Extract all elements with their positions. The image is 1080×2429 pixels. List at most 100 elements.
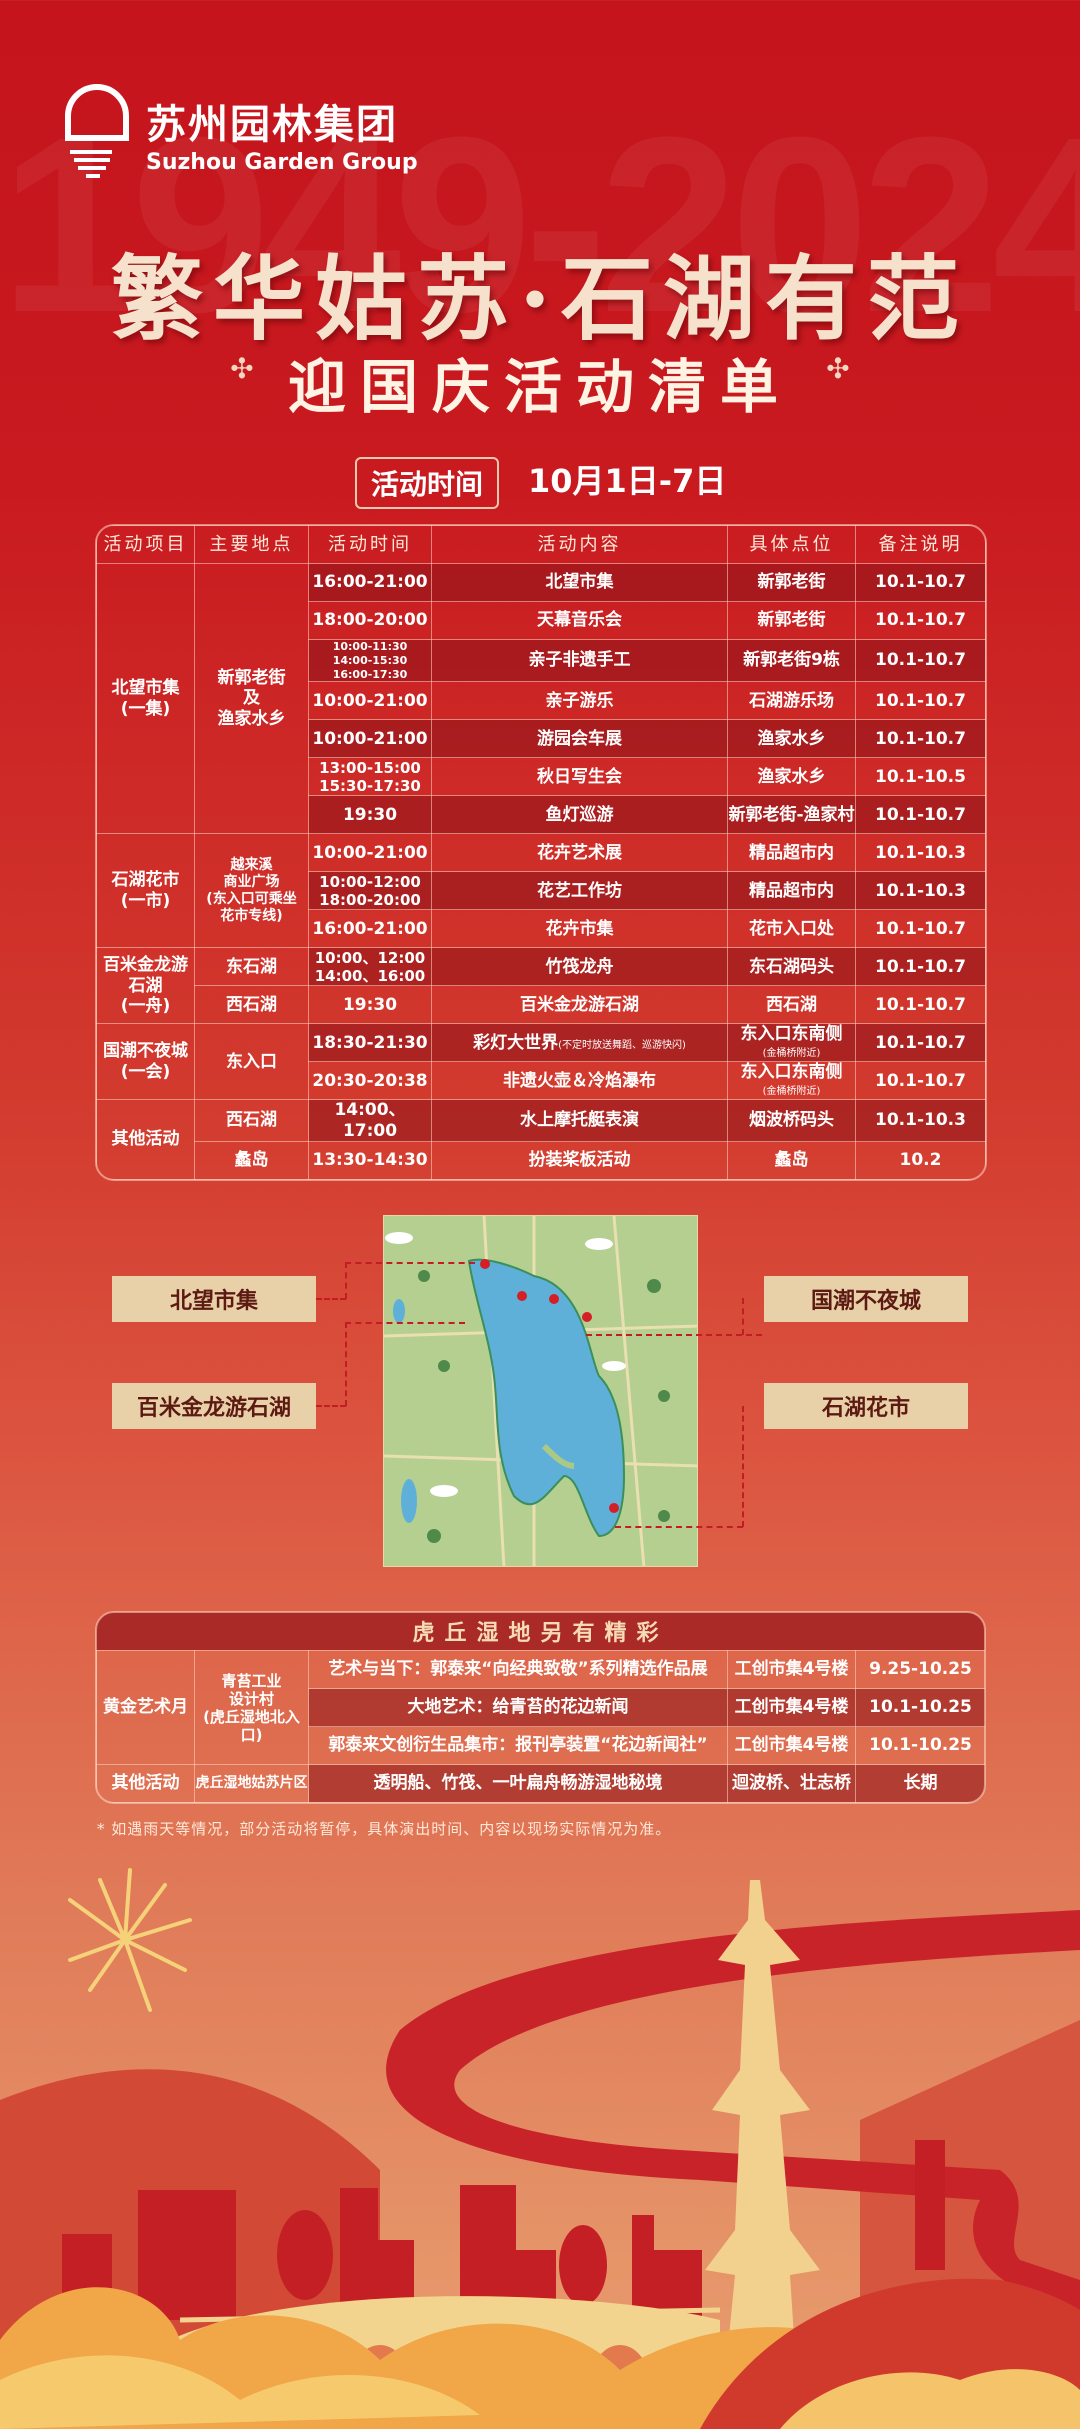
table-row: 10:00-11:30 14:00-15:30 16:00-17:30 亲子非遗手… [97,638,986,683]
map-pin-icon [480,1259,619,1513]
place-cell: 工创市集4号楼 [727,1726,856,1765]
table-row: 蠡岛 13:30-14:30 扮装桨板活动 蠡岛 10.2 [97,1141,986,1181]
shihu-map [383,1215,698,1567]
content-text: 彩灯大世界 [473,1032,559,1053]
content-cell: 北望市集 [431,563,728,602]
place-text: 新郭老街 [757,572,826,593]
place-note: (金桶桥附近) [762,1085,821,1097]
location-cell: 新郭老街 及 渔家水乡 [194,562,309,835]
column-header: 活动项目 [96,525,195,564]
table-row: 20:30-20:38 非遗火壶＆冷焰瀑布 东入口东南侧 (金桶桥附近) 10.1-10… [97,1061,986,1101]
place-text: 渔家水乡 [757,766,826,787]
time-cell: 13:00-15:00 15:30-17:30 [308,757,432,797]
note-cell: 10.1-10.7 [855,947,986,987]
place-text: 蠡岛 [774,1150,809,1171]
table-row: 其他活动 西石湖 14:00、17:00 水上摩托艇表演 烟波桥码头 10.1-10.3 [96,1099,986,1181]
place-text: 新郭老街 [757,610,826,631]
location-cell: 东入口 [194,1023,309,1101]
table-row: 西石湖 19:30 百米金龙游石湖 西石湖 10.1-10.7 [97,985,986,1025]
footnote: * 如遇雨天等情况，部分活动将暂停，具体演出时间、内容以现场实际情况为准。 [97,1820,672,1838]
activity-table: 活动项目 主要地点 活动时间 活动内容 具体点位 备注说明 北望市集 (一集) 新郭老街 及… [95,523,987,1182]
place-cell: 新郭老街 [727,601,856,640]
content-cell: 艺术与当下：郭泰来“向经典致敬”系列精选作品展 [308,1650,728,1689]
place-cell: 东入口东南侧 (金桶桥附近) [727,1061,856,1101]
note-cell: 10.1-10.7 [855,1023,986,1063]
place-text: 东石湖码头 [749,956,834,977]
content-text: 非遗火壶＆冷焰瀑布 [503,1070,656,1091]
content-cell: 秋日写生会 [431,757,728,797]
place-cell: 新郭老街-渔家村 [727,795,856,835]
time-cell: 13:30-14:30 [308,1141,432,1181]
note-cell: 10.1-10.25 [855,1688,985,1727]
column-header: 主要地点 [194,525,309,564]
place-cell: 精品超市内 [727,833,856,873]
place-text: 烟波桥码头 [749,1110,834,1131]
firework-icon [68,1868,192,2012]
place-cell: 东石湖码头 [727,947,856,987]
note-cell: 10.1-10.7 [855,601,986,640]
content-cell: 鱼灯巡游 [431,795,728,835]
category-cell: 国潮不夜城 (一会) [96,1023,195,1101]
place-cell: 烟波桥码头 [727,1099,856,1143]
time-cell: 10:00-12:00 18:00-20:00 [308,871,432,911]
note-cell: 10.1-10.7 [855,985,986,1025]
table-row: 19:30 鱼灯巡游 新郭老街-渔家村 10.1-10.7 [97,795,986,835]
place-text: 精品超市内 [749,880,834,901]
content-cell: 竹筏龙舟 [431,947,728,987]
subtitle: 迎国庆活动清单 [287,353,792,421]
place-cell: 西石湖 [727,985,856,1025]
content-text: 竹筏龙舟 [545,956,614,977]
place-cell: 渔家水乡 [727,757,856,797]
content-text: 花卉市集 [545,918,614,939]
location-cell: 虎丘湿地姑苏片区 [194,1764,309,1803]
content-cell: 百米金龙游石湖 [431,985,728,1025]
table-row: 国潮不夜城 (一会) 东入口 18:30-21:30 彩灯大世界(不定时放送舞蹈、巡游… [96,1023,986,1101]
place-cell: 东入口东南侧 (金桶桥附近) [727,1023,856,1063]
category-cell: 其他活动 [96,1099,195,1181]
note-cell: 10.1-10.7 [855,563,986,602]
chinese-knot-icon: ✣ [826,352,850,385]
logo-en: Suzhou Garden Group [146,149,418,175]
content-text: 水上摩托艇表演 [520,1110,639,1131]
time-cell: 19:30 [308,795,432,835]
map-label-guochao: 国潮不夜城 [764,1276,968,1322]
location-cell: 蠡岛 [194,1141,309,1181]
content-text: 百米金龙游石湖 [520,994,639,1015]
slogan-title: 繁华姑苏·石湖有范 [110,245,970,353]
location-cell: 西石湖 [194,985,309,1025]
time-cell: 16:00-21:00 [308,909,432,949]
content-cell: 游园会车展 [431,719,728,759]
content-cell: 亲子非遗手工 [431,638,728,683]
table-row: 北望市集 (一集) 新郭老街 及 渔家水乡 16:00-21:00 北望市集 新郭老街 1… [96,562,986,835]
place-text: 石湖游乐场 [749,690,834,711]
connector-line [316,1405,346,1407]
logo-cn: 苏州园林集团 [146,101,398,148]
time-cell: 19:30 [308,985,432,1025]
map-label-beiwang: 北望市集 [112,1276,316,1322]
huqiu-table-title: 虎丘湿地另有精彩 [96,1612,985,1650]
note-cell: 10.2 [855,1141,986,1181]
table-row: 10:00-12:00 18:00-20:00 花艺工作坊 精品超市内 10.1-10… [97,871,986,911]
content-cell: 花卉艺术展 [431,833,728,873]
content-cell: 透明船、竹筏、一叶扁舟畅游湿地秘境 [308,1764,728,1803]
note-cell: 10.1-10.7 [855,719,986,759]
place-cell: 迴波桥、壮志桥 [727,1764,856,1803]
column-header: 活动内容 [431,525,728,564]
column-header: 具体点位 [727,525,856,564]
note-cell: 9.25-10.25 [855,1650,985,1689]
place-text: 东入口东南侧 [740,1023,843,1044]
content-text: 秋日写生会 [537,766,622,787]
place-text: 东入口东南侧 [740,1061,843,1082]
content-cell: 水上摩托艇表演 [431,1099,728,1143]
table-row: 石湖花市 (一市) 越来溪 商业广场 (东入口可乘坐 花市专线) 10:00-21:… [96,833,986,949]
table-row: 郭泰来文创衍生品集市：报刊亭装置“花边新闻社” 工创市集4号楼 10.1-10.25 [97,1726,985,1765]
content-cell: 彩灯大世界(不定时放送舞蹈、巡游快闪) [431,1023,728,1063]
location-cell: 东石湖 [194,947,309,987]
note-cell: 10.1-10.7 [855,909,986,949]
time-cell: 20:30-20:38 [308,1061,432,1101]
column-header: 备注说明 [855,525,986,564]
note-cell: 10.1-10.25 [855,1726,985,1765]
place-cell: 石湖游乐场 [727,681,856,721]
logo: 苏州园林集团 Suzhou Garden Group [62,78,418,188]
place-text: 花市入口处 [749,918,834,939]
